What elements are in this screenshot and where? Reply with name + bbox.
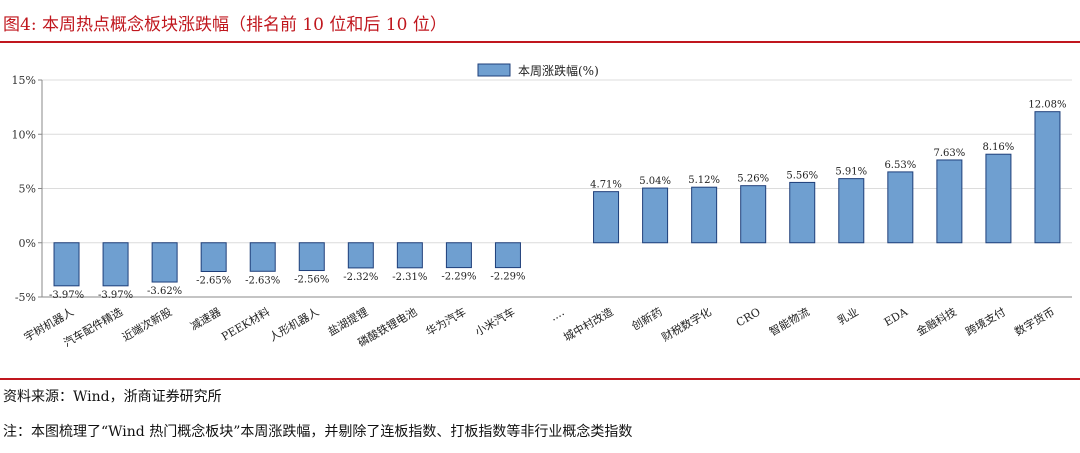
bar-value-label: -2.32% (343, 272, 378, 283)
bar (494, 242, 521, 269)
bar-value-label: 5.91% (835, 167, 867, 178)
y-tick-label: 5% (19, 183, 36, 196)
x-tick-label: 创新药 (629, 304, 665, 333)
bar-value-label: -2.56% (294, 275, 329, 286)
bar (102, 242, 129, 287)
grid-lines (42, 79, 1072, 298)
x-tick-label: 华为汽车 (423, 304, 468, 338)
bar (593, 191, 620, 244)
bar (838, 178, 865, 244)
title-divider (0, 41, 1080, 43)
figure-header: 图4: 本周热点概念板块涨跌幅（排名前 10 位和后 10 位） (0, 0, 1080, 44)
footer-divider (0, 378, 1080, 380)
bar-value-label: -2.29% (441, 272, 476, 283)
bar-value-label: -3.97% (49, 290, 84, 301)
bar (151, 242, 178, 283)
bars (53, 111, 1061, 287)
bar (347, 242, 374, 269)
bar (740, 185, 767, 244)
x-tick-label: 城中村改造 (561, 304, 616, 344)
bar (445, 242, 472, 269)
legend: 本周涨跌幅(%) (477, 63, 599, 78)
x-tick-label: EDA (882, 305, 911, 329)
bar (642, 187, 669, 244)
x-tick-label: 小米汽车 (472, 304, 517, 338)
bar (298, 242, 325, 272)
bar (887, 171, 914, 244)
data-labels: -3.97% -3.97% -3.62% -2.65% -2.63% -2.56% -2.3… (49, 100, 1067, 301)
bar (691, 186, 718, 244)
x-tick-label: 乳业 (835, 305, 861, 327)
x-tick-label: 财税数字化 (659, 304, 714, 344)
bar-value-label: 5.56% (786, 170, 818, 181)
bar (789, 181, 816, 244)
bar (53, 242, 80, 287)
bar-value-label: 5.04% (639, 176, 671, 187)
bar-value-label: -3.97% (98, 290, 133, 301)
bar (936, 159, 963, 244)
x-tick-label: 金融科技 (914, 304, 959, 338)
x-tick-label: 人形机器人 (267, 304, 322, 344)
bar-value-label: 12.08% (1028, 100, 1066, 111)
bar-value-label: 7.63% (933, 148, 965, 159)
y-axis: -5% 0% 5% 10% 15% (12, 74, 1072, 304)
bar-value-label: -2.65% (196, 276, 231, 287)
x-tick-label: PEEK材料 (219, 304, 272, 343)
bar-value-label: 8.16% (983, 142, 1015, 153)
x-tick-label: .... (548, 305, 567, 323)
source-text: 资料来源：Wind，浙商证券研究所 (3, 389, 222, 405)
x-tick-label: 跨境支付 (963, 304, 1008, 338)
x-tick-label: 近端次新股 (119, 304, 174, 344)
bar (1034, 111, 1061, 244)
x-tick-label: 数字货币 (1012, 304, 1057, 338)
bar-value-label: -2.29% (490, 272, 525, 283)
y-tick-label: 0% (19, 237, 36, 250)
bar-chart: -5% 0% 5% 10% 15% -3.97% -3.97% -3.62% -2.65% -2… (12, 63, 1072, 350)
x-tick-label: 减速器 (188, 305, 223, 333)
bar-value-label: 5.26% (737, 174, 769, 185)
note-text: 注：本图梳理了“Wind 热门概念板块”本周涨跌幅，并剔除了连板指数、打板指数等… (3, 424, 633, 440)
legend-label: 本周涨跌幅(%) (518, 63, 599, 78)
y-tick-label: 15% (12, 74, 36, 87)
bar (249, 242, 276, 272)
figure-title: 图4: 本周热点概念板块涨跌幅（排名前 10 位和后 10 位） (3, 15, 447, 35)
x-tick-label: CRO (734, 305, 763, 329)
bar (200, 242, 227, 273)
bar-value-label: -3.62% (147, 286, 182, 297)
x-tick-label: 智能物流 (767, 304, 812, 338)
bar-value-label: -2.63% (245, 275, 280, 286)
bar (985, 153, 1012, 244)
bar (396, 242, 423, 269)
y-tick-label: 10% (12, 128, 36, 141)
legend-swatch (477, 63, 511, 77)
y-tick-label: -5% (15, 291, 36, 304)
bar-value-label: -2.31% (392, 272, 427, 283)
bar-value-label: 4.71% (590, 180, 622, 191)
bar-value-label: 5.12% (688, 175, 720, 186)
bar-value-label: 6.53% (884, 160, 916, 171)
